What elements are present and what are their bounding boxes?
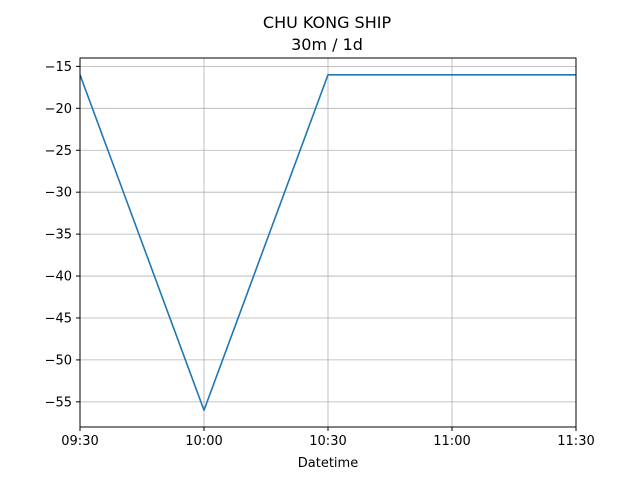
y-axis-ticks: −15 −20 −25 −30 −35 −40 −45 −50 −55 [45,60,80,410]
series-line [79,73,576,412]
chart-title: CHU KONG SHIP [263,13,392,32]
x-tick-label: 09:30 [61,434,98,449]
y-tick-label: −45 [45,311,72,326]
x-tick-label: 11:00 [433,434,470,449]
y-tick-label: −40 [45,270,72,285]
y-tick-label: −30 [45,186,72,201]
x-tick-label: 10:00 [185,434,222,449]
plot-frame [79,57,577,428]
grid [79,58,577,427]
x-axis-label: Datetime [298,456,358,471]
x-tick-label: 11:30 [557,434,594,449]
y-tick-label: −25 [45,144,72,159]
chart-subtitle: 30m / 1d [291,35,363,54]
series-group [79,73,576,412]
y-tick-label: −55 [45,395,72,410]
y-tick-label: −20 [45,102,72,117]
x-tick-label: 10:30 [309,434,346,449]
x-axis-ticks: 09:30 10:00 10:30 11:00 11:30 [61,427,595,449]
y-tick-label: −50 [45,353,72,368]
y-tick-label: −15 [45,60,72,75]
y-tick-label: −35 [45,228,72,243]
